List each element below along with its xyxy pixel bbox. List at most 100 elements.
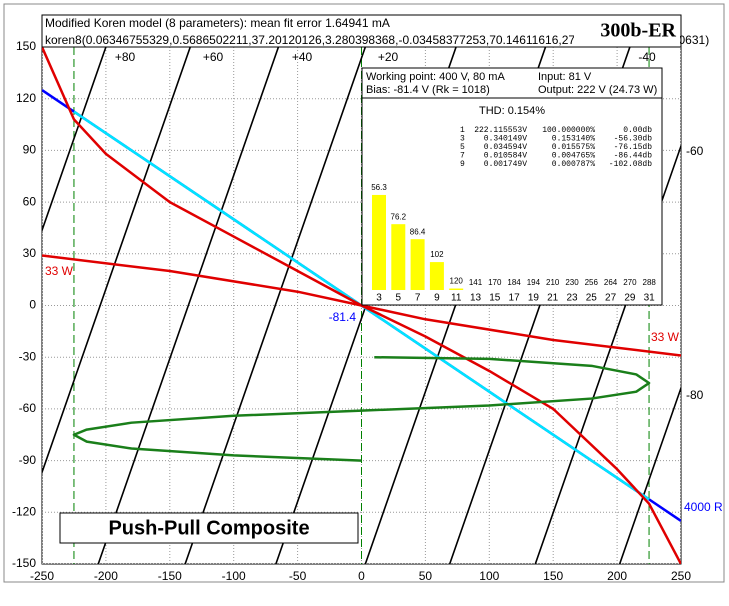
harmonic-value: 230 [565,278,579,287]
x-tick-label: 0 [358,569,365,583]
x-tick-label: 50 [419,569,433,583]
grid-curve [618,385,681,564]
harmonic-order: 19 [528,293,540,304]
harmonic-cell: -86.44db [614,152,653,161]
harmonic-order: 25 [586,293,598,304]
grid-curve-label: +80 [115,50,136,64]
harmonic-order: 21 [547,293,559,304]
y-tick-label: 90 [23,143,37,157]
harmonic-value: 141 [469,278,483,287]
series-label: 33 W [651,330,680,344]
y-tick-label: 30 [23,246,37,260]
series-label: 33 W [45,264,74,278]
header-params: koren8(0.06346755329,0.5686502211,37.201… [45,33,709,47]
harmonic-value: 184 [507,278,521,287]
harmonic-value: 194 [527,278,541,287]
x-tick-label: 100 [479,569,499,583]
harmonic-value: 102 [430,250,444,259]
x-tick-label: -100 [222,569,246,583]
harmonic-cell: 0.00db [623,126,652,135]
harmonic-order: 29 [624,293,636,304]
harmonic-value: 56.3 [371,183,387,192]
series-line [72,355,651,462]
harmonic-cell: -76.15db [614,143,653,152]
harmonic-order: 27 [605,293,617,304]
bias: Bias: -81.4 V (Rk = 1018) [366,84,490,96]
y-tick-label: 120 [16,91,36,105]
harmonic-order: 9 [434,293,440,304]
harmonic-order: 3 [376,293,382,304]
harmonic-order: 17 [509,293,521,304]
harmonic-cell: 0.153140% [552,135,595,144]
harmonic-cell: 7 [460,152,465,161]
harmonic-bar [391,224,406,290]
y-tick-label: 150 [16,39,36,53]
harmonic-order: 23 [566,293,578,304]
grid-curve [42,47,107,233]
harmonic-cell: 0.000787% [552,160,595,169]
chart-title: 300b-ER [600,20,676,42]
working-point: Working point: 400 V, 80 mA [366,71,505,83]
harmonic-order: 15 [489,293,501,304]
harmonic-value: 288 [643,278,657,287]
x-tick-label: -150 [158,569,182,583]
harmonic-value: 270 [623,278,637,287]
y-tick-label: -30 [19,349,37,363]
grid-curve-label: -60 [686,144,704,158]
harmonic-order: 7 [415,293,421,304]
harmonic-bar [449,288,464,290]
harmonic-cell: 0.010584V [484,152,527,161]
title-box [574,16,680,46]
grid-curve-label: +60 [203,50,224,64]
y-tick-label: -150 [12,556,36,570]
harmonic-cell: 0.034594V [484,143,527,152]
bias-label: -81.4 [329,310,357,324]
harmonic-value: 210 [546,278,560,287]
grid-curve-label: -80 [686,388,704,402]
harmonic-cell: 9 [460,160,465,169]
harmonic-cell: 222.115553V [474,126,527,135]
x-tick-label: 150 [543,569,563,583]
grid-curve-label: -40 [638,50,656,64]
y-tick-label: -60 [19,401,37,415]
grid-curve [97,47,280,564]
info-box [361,67,663,306]
thd: THD: 0.154% [479,105,545,117]
x-tick-label: -200 [94,569,118,583]
harmonic-cell: 100.000000% [542,126,595,135]
harmonic-order: 5 [396,293,402,304]
harmonic-cell: 0.015575% [552,143,595,152]
harmonic-value: 76.2 [391,212,407,221]
harmonic-value: 256 [585,278,599,287]
x-tick-label: -250 [30,569,54,583]
harmonic-cell: 0.004765% [552,152,595,161]
y-tick-label: -120 [12,504,36,518]
harmonic-bar [429,262,444,290]
harmonic-cell: 3 [460,135,465,144]
harmonic-cell: 1 [460,126,465,135]
series-label: 4000 R [684,500,723,514]
y-tick-label: 0 [29,298,36,312]
harmonic-cell: 0.001749V [484,160,527,169]
y-tick-label: 60 [23,194,37,208]
harmonic-value: 120 [450,277,464,286]
output: Output: 222 V (24.73 W) [538,84,657,96]
annotation-box [59,512,359,544]
grid-curve-label: +40 [292,50,313,64]
harmonic-cell: 5 [460,143,465,152]
harmonic-order: 31 [644,293,656,304]
harmonic-cell: -56.30db [614,135,653,144]
harmonic-order: 13 [470,293,482,304]
grid-curve [184,47,367,564]
x-tick-label: -50 [289,569,307,583]
grid-curve [42,47,192,475]
y-tick-label: -90 [19,453,37,467]
overlay: -250 -200 -150 -100 -50 0 50 100 150 200 250-150-1… [12,14,723,583]
harmonic-order: 11 [451,293,462,304]
x-tick-label: 200 [607,569,627,583]
harmonic-value: 264 [604,278,618,287]
harmonic-value: 170 [488,278,502,287]
harmonic-bar [410,239,425,290]
input: Input: 81 V [538,71,592,83]
